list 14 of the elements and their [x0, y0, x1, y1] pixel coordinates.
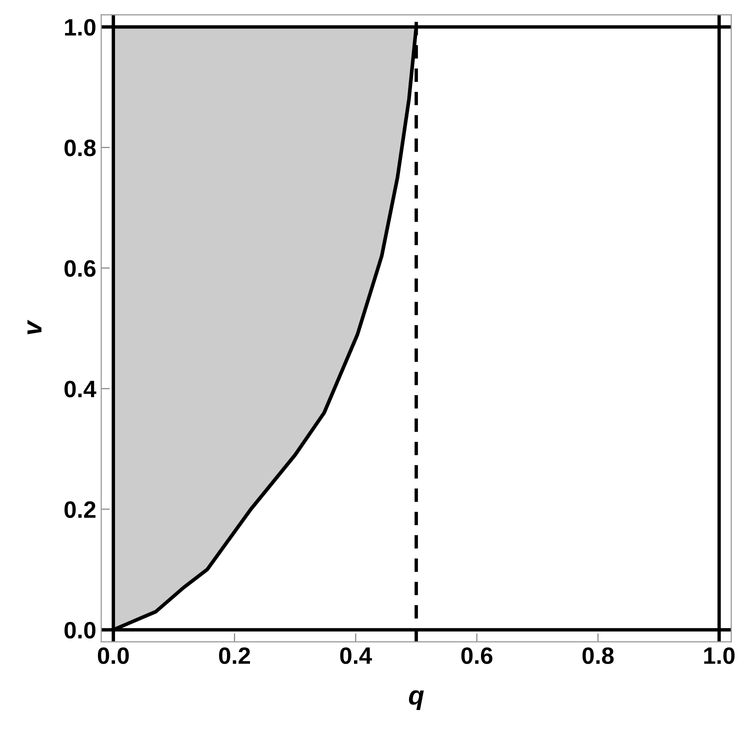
x-axis-title: q: [408, 690, 424, 710]
y-tick-label: 0.4: [64, 380, 96, 398]
y-tick-label: 0.8: [64, 140, 96, 156]
y-tick-label: 0.0: [64, 622, 96, 639]
x-tick-label: 1.0: [704, 647, 735, 664]
x-tick-label: 0.0: [98, 647, 129, 664]
y-tick-label: 0.6: [64, 260, 96, 277]
x-tick-label: 0.8: [582, 647, 614, 664]
y-tick-label: 1.0: [65, 18, 96, 36]
x-tick-label: 0.4: [340, 647, 372, 664]
y-axis-title: v: [27, 320, 42, 334]
x-tick-label: 0.6: [461, 647, 492, 664]
y-tick-label: 0.2: [64, 501, 96, 518]
x-tick-label: 0.2: [219, 647, 250, 664]
